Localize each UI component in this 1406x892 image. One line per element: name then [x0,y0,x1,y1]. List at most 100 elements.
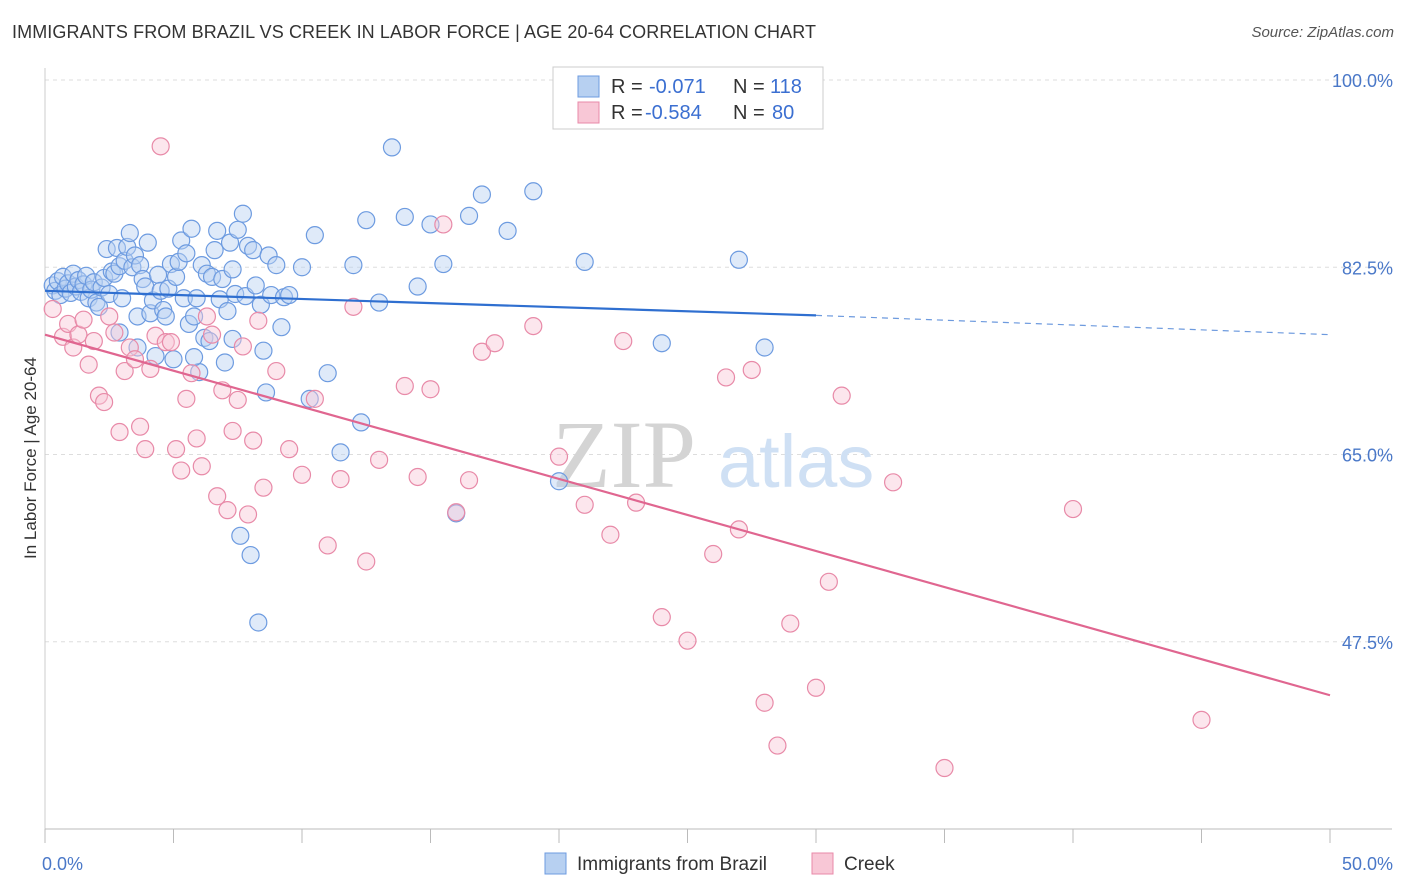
creek-point [434,215,453,234]
brazil-point [256,383,276,402]
creek-point [344,297,363,316]
creek-point [1063,499,1083,519]
brazil-point [231,526,250,545]
brazil-point [344,256,363,275]
series-legend-label-creek: Creek [844,854,895,875]
brazil-point [241,545,260,565]
creek-point [84,331,103,351]
axes [44,68,1392,843]
creek-point [244,431,263,450]
brazil-point [249,613,268,632]
creek-point [742,360,761,380]
creek-point [146,326,165,345]
y-tick-labels: 100.0% 82.5% 65.0% 47.5% [1332,71,1393,653]
chart-source: Source: ZipAtlas.com [1251,24,1394,41]
brazil-trend-extension [815,314,1331,336]
creek-point [177,389,196,408]
creek-point [120,338,139,357]
series-legend-swatch-creek [811,852,834,875]
brazil-point [259,246,278,265]
creek-point [233,337,252,356]
brazil-point [421,215,440,234]
creek-point [883,473,903,492]
creek-point [485,334,504,353]
brazil-point [254,341,273,360]
x-tick-label: 50.0% [1342,854,1393,874]
creek-point [806,678,826,697]
creek-point [95,392,114,412]
brazil-point [382,138,402,157]
series-creek [43,137,1211,778]
chart-title: IMMIGRANTS FROM BRAZIL VS CREEK IN LABOR… [12,22,817,42]
creek-point [192,457,211,476]
legend-n-value-creek: 80 [772,102,794,124]
brazil-point [331,443,350,462]
brazil-point [652,334,671,353]
creek-point [408,467,427,487]
creek-point [549,447,569,466]
creek-point [267,361,286,381]
brazil-point [223,329,242,349]
creek-point [472,342,491,361]
brazil-point [300,389,319,408]
brazil-point [110,323,129,342]
brazil-point [110,257,129,276]
brazil-point [434,254,453,274]
creek-point [935,758,954,778]
creek-point [447,503,466,522]
brazil-point [357,211,376,230]
brazil-point [246,276,265,295]
creek-point [228,390,247,410]
brazil-point [138,233,157,252]
brazil-point [729,250,749,269]
series-legend-label-brazil: Immigrants from Brazil [577,854,767,875]
trend-lines [44,289,1331,697]
creek-point [370,450,389,469]
brazil-point [305,226,324,245]
watermark-zip: ZIP [552,401,696,508]
brazil-point [184,348,204,367]
brazil-point [244,241,263,260]
brazil-point [318,364,337,383]
creek-trend-line [44,333,1331,697]
series-legend-swatch-brazil [544,852,567,875]
legend-r-value-creek: -0.584 [645,102,702,124]
brazil-point [272,318,291,337]
brazil-point [498,221,517,240]
brazil-point [164,350,183,369]
brazil-point [184,307,204,326]
x-tick-label: 0.0% [42,854,83,874]
creek-point [105,323,124,342]
creek-point [172,461,191,480]
watermark-atlas: atlas [718,420,874,503]
brazil-point [292,258,312,277]
creek-point [318,536,337,555]
creek-point [678,631,697,650]
creek-point [280,440,299,459]
creek-point [292,465,312,484]
y-tick-label: 82.5% [1342,258,1393,278]
y-tick-label: 100.0% [1332,71,1393,91]
brazil-point [524,182,543,201]
series-legend: Immigrants from Brazil Creek [544,852,895,875]
brazil-point [218,302,237,321]
y-tick-label: 47.5% [1342,633,1393,653]
legend-swatch-creek [577,101,600,124]
brazil-point [228,220,247,239]
brazil-point [233,204,252,223]
correlation-legend: R = -0.071 N = 118 R = -0.584 N = 80 [552,66,824,130]
y-axis-title: In Labor Force | Age 20-64 [21,357,40,559]
brazil-point [192,256,211,275]
brazil-point [120,223,139,243]
creek-point [395,376,414,396]
y-tick-label: 65.0% [1342,446,1393,466]
creek-point [100,307,119,326]
creek-point [459,471,479,490]
brazil-point [156,307,175,326]
creek-point [781,614,800,633]
brazil-point [177,244,196,263]
brazil-point [267,256,286,275]
brazil-point [575,252,594,271]
creek-point [331,470,350,489]
